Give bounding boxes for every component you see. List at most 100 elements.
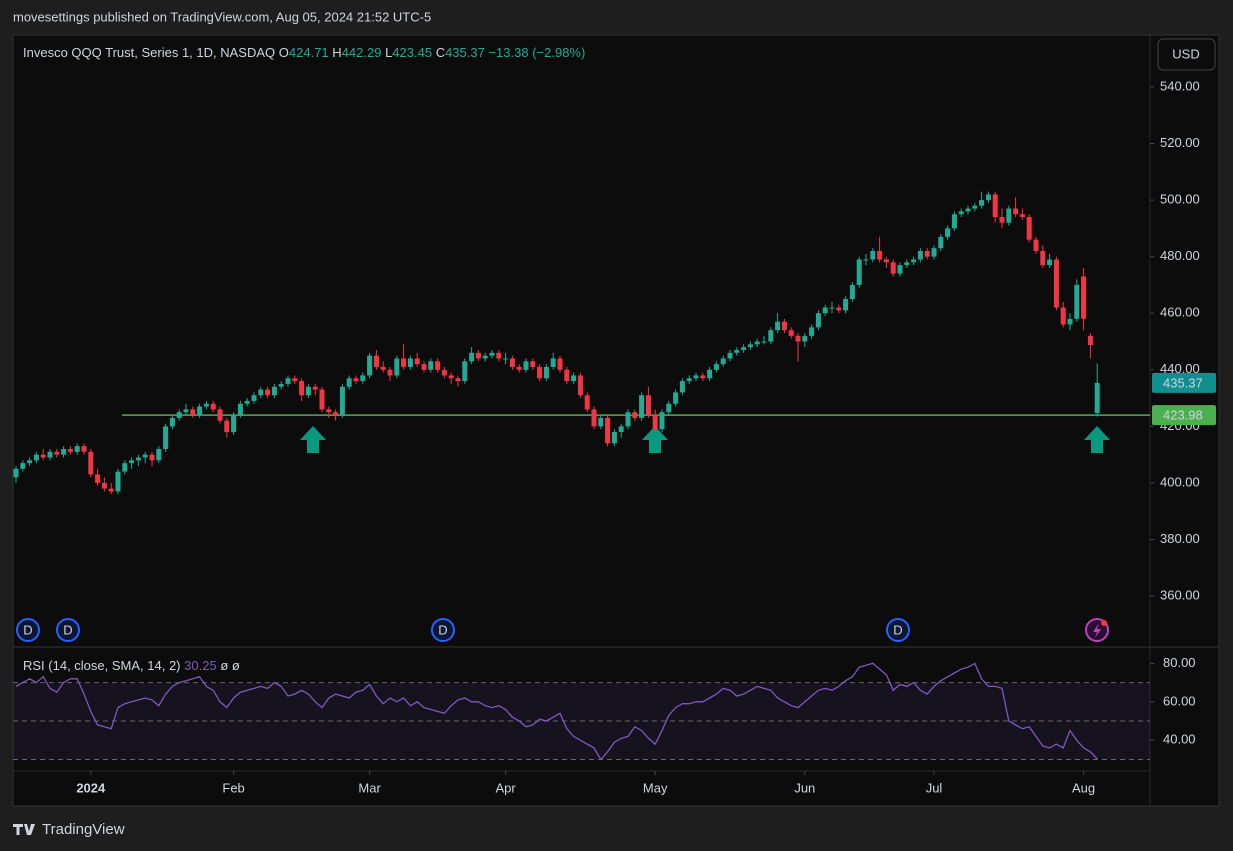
alert-icon[interactable] bbox=[1085, 618, 1109, 642]
candle-body bbox=[237, 403, 243, 416]
x-tick-label: Mar bbox=[358, 780, 381, 795]
x-tick-label: Apr bbox=[495, 780, 516, 795]
candle-body bbox=[319, 389, 325, 410]
candle-body bbox=[312, 386, 318, 390]
candle-body bbox=[870, 250, 876, 260]
rsi-legend-item: RSI (14, close, SMA, 14, 2) bbox=[23, 658, 181, 673]
price-value: 435.37 bbox=[1163, 375, 1203, 390]
candle-body bbox=[217, 409, 223, 421]
candle-body bbox=[802, 335, 808, 342]
y-tick-label: 460.00 bbox=[1160, 305, 1200, 320]
candle-body bbox=[27, 460, 33, 464]
candle-body bbox=[129, 460, 135, 464]
y-tick-label: 440.00 bbox=[1160, 361, 1200, 376]
candle-body bbox=[156, 448, 162, 461]
publish-note: movesettings published on TradingView.co… bbox=[13, 9, 431, 24]
rsi-line bbox=[15, 662, 1098, 761]
rsi-tick-label: 40.00 bbox=[1163, 732, 1196, 747]
candle-body bbox=[877, 250, 883, 260]
candle-body bbox=[299, 381, 305, 396]
candle-body bbox=[360, 375, 366, 382]
candle-body bbox=[775, 321, 781, 331]
candle-body bbox=[387, 369, 393, 376]
rsi-tick-label: 80.00 bbox=[1163, 655, 1196, 670]
candle-body bbox=[503, 358, 509, 360]
candle-body bbox=[815, 313, 821, 328]
candle-body bbox=[530, 361, 536, 367]
candle-body bbox=[482, 355, 488, 359]
legend: Invesco QQQ Trust, Series 1, 1D, NASDAQ … bbox=[23, 45, 585, 60]
candle-body bbox=[210, 403, 216, 410]
dividend-label: D bbox=[63, 622, 72, 637]
rsi-legend-item: ø bbox=[232, 658, 240, 673]
y-tick-label: 480.00 bbox=[1160, 248, 1200, 263]
candle-body bbox=[659, 412, 665, 430]
candle-body bbox=[652, 415, 658, 430]
candle-body bbox=[557, 358, 563, 370]
x-tick-label: May bbox=[643, 780, 668, 795]
candle-body bbox=[421, 364, 427, 370]
candle-body bbox=[713, 364, 719, 370]
candle-body bbox=[462, 361, 468, 382]
candle-body bbox=[965, 208, 971, 212]
candle-body bbox=[958, 211, 964, 215]
legend-item: 435.37 bbox=[445, 45, 485, 60]
candle-body bbox=[700, 375, 706, 379]
candle-body bbox=[278, 383, 284, 387]
candle-body bbox=[761, 341, 767, 343]
candle-body bbox=[142, 454, 148, 458]
legend-item: 442.29 bbox=[342, 45, 382, 60]
candle-body bbox=[707, 369, 713, 379]
candle-body bbox=[809, 327, 815, 336]
candle-body bbox=[292, 378, 298, 382]
candle-body bbox=[67, 448, 73, 452]
arrows bbox=[300, 426, 1110, 453]
candle-body bbox=[401, 358, 407, 367]
legend-item: O bbox=[279, 45, 289, 60]
candle-body bbox=[47, 451, 53, 458]
candle-body bbox=[992, 194, 998, 218]
chart-panel bbox=[12, 34, 1220, 807]
candle-body bbox=[380, 366, 386, 370]
candle-body bbox=[1074, 284, 1080, 319]
candle-body bbox=[1053, 259, 1059, 308]
candle-body bbox=[95, 474, 101, 483]
x-tick-label: Jul bbox=[926, 780, 943, 795]
candle-body bbox=[407, 358, 413, 367]
legend-item: −13.38 (−2.98%) bbox=[488, 45, 585, 60]
candle-body bbox=[448, 375, 454, 379]
candle-body bbox=[101, 482, 107, 489]
currency-button[interactable] bbox=[1157, 38, 1216, 71]
candle-body bbox=[795, 335, 801, 342]
rsi-legend-item: ø bbox=[220, 658, 228, 673]
candle-body bbox=[231, 415, 237, 433]
candle-body bbox=[720, 358, 726, 365]
legend-item: C bbox=[436, 45, 445, 60]
candle-body bbox=[489, 352, 495, 356]
candle-body bbox=[122, 463, 128, 472]
logo bbox=[13, 824, 35, 835]
candle-body bbox=[40, 454, 46, 458]
candle-body bbox=[1067, 318, 1073, 325]
y-tick-label: 380.00 bbox=[1160, 531, 1200, 546]
candle-body bbox=[591, 409, 597, 427]
currency[interactable]: USD bbox=[1172, 46, 1199, 61]
candle-body bbox=[1006, 208, 1012, 223]
candle-body bbox=[863, 259, 869, 261]
candle-body bbox=[190, 409, 196, 416]
candle-body bbox=[856, 259, 862, 285]
candle-body bbox=[734, 349, 740, 353]
candle-body bbox=[1040, 250, 1046, 266]
candle-body bbox=[639, 395, 645, 418]
dividend-marker bbox=[16, 618, 40, 642]
legend-item: 423.45 bbox=[392, 45, 432, 60]
dividend-label: D bbox=[23, 622, 32, 637]
arrow bbox=[300, 426, 326, 453]
dividend-label: D bbox=[438, 622, 447, 637]
candle-body bbox=[475, 352, 481, 359]
brand: TradingView bbox=[42, 821, 125, 838]
candle-body bbox=[781, 321, 787, 331]
candle-body bbox=[1094, 382, 1100, 414]
candle-body bbox=[571, 375, 577, 382]
